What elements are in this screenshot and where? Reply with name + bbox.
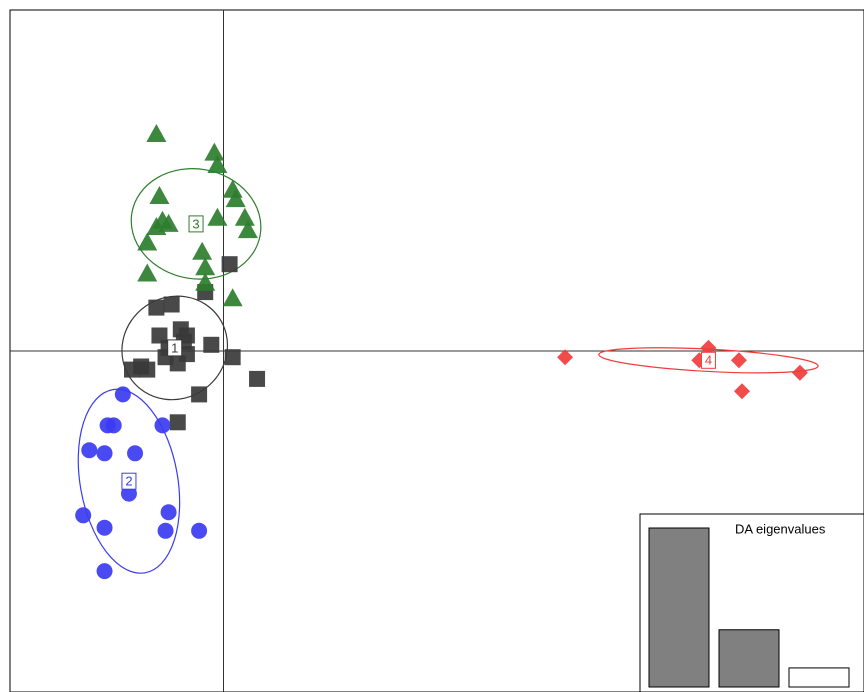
eigenvalue-bar-3 (788, 667, 850, 688)
eigenvalue-bar-1 (648, 527, 710, 688)
point-group-4 (557, 349, 574, 366)
point-group-1 (178, 327, 195, 344)
point-group-3 (225, 189, 246, 208)
point-group-3 (137, 263, 158, 282)
data-points (75, 124, 808, 580)
point-group-2 (96, 519, 113, 536)
point-group-2 (96, 445, 113, 462)
point-group-1 (224, 349, 241, 366)
point-group-2 (105, 417, 122, 434)
point-group-1 (148, 299, 165, 316)
point-group-4 (730, 352, 747, 369)
point-group-1 (221, 256, 238, 273)
point-group-4 (734, 383, 750, 400)
cluster-label-box-3 (188, 215, 204, 233)
point-group-3 (158, 213, 179, 232)
inset-bars (648, 527, 850, 688)
point-group-1 (169, 414, 186, 431)
point-group-2 (191, 522, 208, 539)
cluster-label-box-2 (121, 472, 137, 490)
point-group-3 (195, 257, 216, 276)
point-group-3 (204, 142, 225, 161)
point-group-1 (191, 386, 208, 403)
cluster-label-3: 3 (192, 216, 199, 231)
point-group-1 (151, 327, 168, 344)
eigenvalue-bar-2 (718, 629, 780, 688)
point-group-3 (192, 241, 213, 260)
point-group-3 (207, 207, 228, 226)
point-group-1 (249, 370, 266, 387)
point-group-2 (96, 563, 113, 580)
cluster-labels: 1 2 3 4 (121, 215, 716, 490)
point-group-2 (154, 417, 171, 434)
point-group-3 (237, 220, 258, 239)
point-group-3 (222, 288, 243, 307)
point-group-2 (75, 507, 92, 524)
point-group-3 (234, 207, 255, 226)
point-group-1 (124, 361, 140, 378)
cluster-label-box-1 (167, 339, 183, 357)
point-group-2 (81, 442, 98, 459)
point-group-1 (203, 336, 220, 353)
point-group-1 (169, 355, 186, 372)
point-group-2 (114, 386, 131, 403)
point-group-3 (137, 232, 158, 251)
cluster-label-4: 4 (705, 353, 712, 368)
cluster-label-box-4 (700, 351, 716, 369)
point-group-3 (195, 272, 216, 291)
point-group-4 (791, 364, 808, 381)
point-group-2 (160, 504, 177, 521)
point-group-2 (157, 522, 174, 539)
point-group-2 (127, 445, 144, 462)
point-group-1 (139, 361, 156, 378)
cluster-ellipse-3 (130, 168, 262, 280)
point-group-3 (207, 155, 228, 173)
point-group-1 (163, 296, 180, 313)
eigenvalue-inset: DA eigenvalues (639, 513, 864, 692)
point-group-3 (149, 186, 170, 204)
cluster-label-1: 1 (171, 340, 178, 355)
cluster-ellipse-2 (77, 388, 181, 574)
point-group-3 (146, 124, 167, 142)
cluster-label-2: 2 (125, 474, 132, 489)
inset-title: DA eigenvalues (735, 521, 826, 536)
